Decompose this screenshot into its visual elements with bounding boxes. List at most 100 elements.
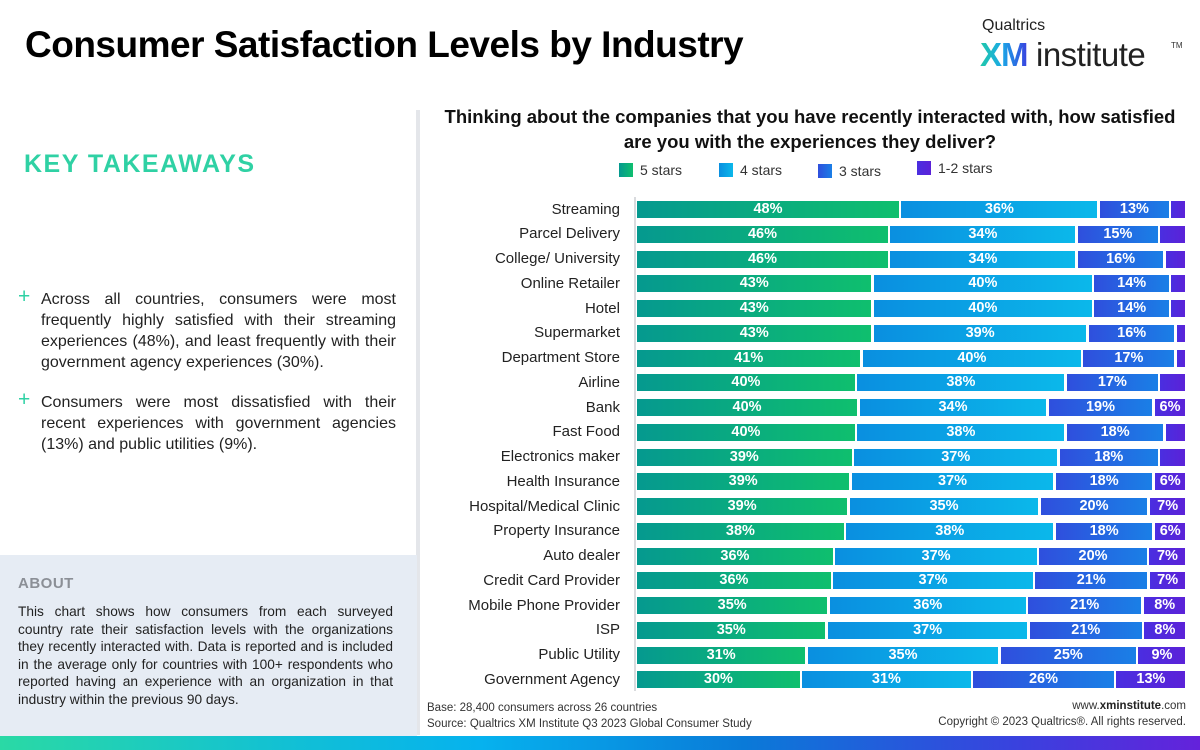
legend-swatch (619, 163, 633, 177)
key-takeaways-panel (0, 110, 417, 555)
bar-segment-1-2-stars: 6% (1154, 473, 1186, 491)
copyright-text: Copyright © 2023 Qualtrics®. All rights … (938, 715, 1186, 728)
bar-segment-3-stars: 20% (1040, 498, 1148, 515)
bar-segment-4-stars: 34% (890, 250, 1076, 268)
bar-segment-3-stars: 17% (1083, 349, 1175, 367)
footer-source: Base: 28,400 consumers across 26 countri… (427, 701, 752, 732)
bar-segment-5-stars: 46% (637, 250, 888, 268)
legend-label: 4 stars (740, 162, 783, 178)
chart-title: Thinking about the companies that you ha… (444, 106, 1176, 152)
logo-institute-text: institute (1036, 36, 1146, 73)
bar-segment-4-stars: 34% (890, 225, 1076, 243)
base-note: Base: 28,400 consumers across 26 countri… (427, 702, 658, 714)
url-prefix: www. (1072, 700, 1100, 712)
category-label: Parcel Delivery (519, 225, 620, 243)
bar-segment-4-stars: 37% (835, 547, 1037, 565)
bar-segment-5-stars: 30% (637, 671, 800, 689)
bar-segment-5-stars: 36% (637, 572, 831, 590)
bar-segment-1-2-stars (1160, 225, 1186, 243)
bar-segment-4-stars: 37% (827, 621, 1028, 639)
bar-segment-4-stars: 38% (846, 522, 1054, 540)
bar-segment-4-stars: 37% (854, 448, 1058, 466)
bar-segment-3-stars: 16% (1077, 250, 1164, 268)
bar-segment-1-2-stars: 13% (1116, 671, 1186, 689)
legend-swatch (818, 164, 832, 178)
bar-segment-3-stars: 21% (1035, 572, 1148, 590)
category-label: Bank (585, 398, 620, 416)
bar-segment-5-stars: 40% (637, 399, 858, 416)
bar-segment-5-stars: 40% (637, 423, 855, 441)
bar-segment-3-stars: 16% (1088, 324, 1175, 342)
bar-segment-1-2-stars: 7% (1149, 547, 1186, 565)
category-label: Fast Food (552, 423, 620, 441)
logo-trademark: TM (1171, 41, 1183, 50)
bar-segment-5-stars: 48% (637, 201, 899, 218)
website-link[interactable]: www.xminstitute.com (938, 699, 1186, 715)
legend-item: 4 stars (719, 162, 782, 178)
bar-segment-4-stars: 38% (857, 423, 1065, 441)
bar-segment-5-stars: 43% (637, 324, 872, 342)
takeaway-item: + Consumers were most dissatisfied with … (18, 389, 396, 455)
bar-segment-5-stars: 39% (637, 498, 848, 515)
bar-segment-4-stars: 36% (829, 597, 1026, 614)
category-label: Hotel (584, 299, 620, 317)
legend-label: 3 stars (839, 163, 882, 179)
bar-segment-5-stars: 36% (637, 547, 833, 565)
vertical-divider (416, 110, 420, 735)
bar-segment-4-stars: 39% (873, 324, 1087, 342)
bar-segment-1-2-stars: 6% (1154, 522, 1186, 540)
bar-segment-1-2-stars: 7% (1149, 498, 1186, 515)
bar-segment-4-stars: 35% (849, 498, 1039, 515)
bar-segment-5-stars: 43% (637, 275, 872, 293)
bar-segment-3-stars: 15% (1077, 225, 1158, 243)
bar-segment-1-2-stars (1160, 448, 1186, 466)
bar-segment-5-stars: 35% (637, 621, 826, 639)
bar-segment-4-stars: 40% (873, 300, 1092, 317)
bar-segment-3-stars: 18% (1055, 522, 1153, 540)
bar-segment-3-stars: 20% (1039, 547, 1147, 565)
bar-segment-1-2-stars (1171, 275, 1186, 293)
about-text: This chart shows how consumers from each… (18, 604, 393, 707)
logo-qualtrics-text: Qualtrics (982, 17, 1046, 34)
bar-segment-4-stars: 34% (859, 399, 1047, 416)
bar-segment-1-2-stars: 8% (1143, 597, 1186, 614)
category-label: Government Agency (484, 670, 620, 688)
plus-icon: + (18, 285, 31, 308)
bar-segment-1-2-stars: 8% (1144, 621, 1186, 639)
bar-segment-1-2-stars: 6% (1154, 399, 1186, 416)
bar-segment-3-stars: 21% (1028, 597, 1142, 614)
bar-segment-5-stars: 35% (637, 597, 828, 614)
key-takeaways-heading: KEY TAKEAWAYS (24, 150, 256, 178)
bar-segment-4-stars: 37% (833, 572, 1033, 590)
category-label: Online Retailer (520, 274, 620, 292)
category-label: Department Store (501, 349, 620, 366)
bar-segment-3-stars: 19% (1048, 399, 1153, 416)
legend-swatch (917, 161, 931, 175)
bar-segment-1-2-stars (1176, 349, 1186, 367)
category-label: Electronics maker (500, 448, 620, 465)
category-label: Credit Card Provider (483, 571, 620, 589)
bar-segment-1-2-stars (1165, 423, 1186, 441)
bar-segment-3-stars: 17% (1066, 374, 1158, 392)
bar-segment-1-2-stars (1171, 201, 1186, 218)
category-label: Property Insurance (493, 522, 620, 540)
bar-segment-1-2-stars: 9% (1138, 646, 1186, 664)
bar-segment-3-stars: 14% (1094, 300, 1169, 317)
bar-segment-3-stars: 25% (1000, 646, 1136, 664)
source-note: Source: Qualtrics XM Institute Q3 2023 G… (427, 717, 752, 730)
about-heading: ABOUT (18, 575, 74, 592)
category-label: Public Utility (538, 646, 620, 663)
category-label: Mobile Phone Provider (468, 596, 620, 614)
category-label: ISP (595, 621, 620, 639)
bar-segment-3-stars: 18% (1055, 473, 1153, 491)
takeaway-text: Consumers were most dissatisfied with th… (41, 394, 396, 453)
bar-segment-3-stars: 13% (1099, 201, 1169, 218)
bar-segment-4-stars: 38% (857, 374, 1065, 392)
bar-segment-5-stars: 31% (637, 646, 806, 664)
category-label: Airline (578, 373, 620, 391)
brand-gradient-bar (0, 736, 1200, 750)
bar-segment-5-stars: 39% (637, 448, 852, 466)
bar-segment-1-2-stars (1165, 250, 1186, 268)
legend-item: 5 stars (619, 162, 682, 178)
bar-segment-1-2-stars: 7% (1149, 572, 1186, 590)
